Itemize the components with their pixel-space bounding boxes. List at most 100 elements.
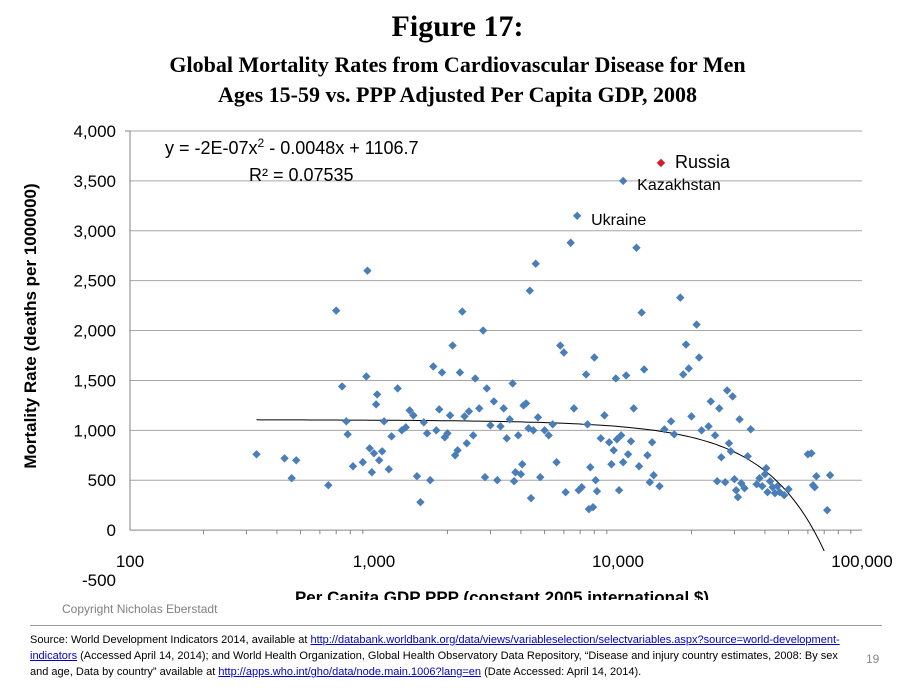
data-point — [443, 429, 452, 438]
data-point — [616, 431, 626, 440]
y-tick-label: 1,000 — [73, 421, 116, 440]
point-label: Ukraine — [591, 212, 646, 229]
data-point — [649, 471, 658, 480]
data-point — [468, 431, 478, 440]
source-note: Source: World Development Indicators 201… — [30, 632, 850, 680]
data-point — [529, 426, 538, 435]
data-point — [621, 371, 631, 380]
trendline-curve — [256, 419, 825, 552]
data-point — [643, 451, 652, 460]
y-tick-label: 3,000 — [73, 222, 116, 241]
data-point — [758, 482, 767, 491]
data-point — [525, 286, 534, 295]
data-point — [743, 452, 752, 461]
data-point — [607, 460, 616, 469]
data-point — [437, 368, 447, 377]
data-point — [583, 420, 592, 429]
data-point — [581, 370, 591, 379]
x-axis-label: Per Capita GDP PPP (constant 2005 intern… — [295, 588, 709, 600]
data-point — [371, 400, 381, 409]
data-point — [706, 397, 715, 406]
trendline — [256, 419, 825, 552]
data-point — [623, 450, 633, 459]
data-point — [401, 423, 411, 432]
data-point — [416, 497, 425, 507]
y-tick-label: -500 — [82, 571, 116, 590]
data-point — [429, 362, 438, 371]
equation-main: y = -2E-07x — [165, 138, 258, 158]
data-point — [807, 449, 816, 458]
data-point — [372, 390, 382, 399]
data-point — [508, 379, 517, 388]
data-point — [755, 474, 764, 483]
worldbank-link[interactable]: http://databank.worldbank.org/data/views… — [30, 634, 840, 662]
data-point — [482, 384, 492, 393]
data-point — [526, 493, 536, 503]
data-point — [584, 504, 594, 514]
data-point — [660, 425, 669, 434]
data-point — [724, 439, 734, 448]
data-point — [489, 397, 499, 406]
data-point — [502, 434, 511, 443]
data-point — [471, 374, 480, 383]
data-point — [629, 404, 638, 413]
data-point — [362, 372, 371, 381]
data-point — [292, 456, 301, 465]
data-point — [552, 458, 561, 467]
equation-rest: - 0.0048x + 1106.7 — [264, 138, 418, 158]
data-point — [825, 471, 835, 480]
data-point — [676, 293, 685, 302]
data-point — [634, 462, 644, 471]
data-point — [655, 482, 664, 491]
scatter-chart: Russia Kazakhstan Ukraine -500 0 500 1,000 1,5… — [21, 122, 893, 600]
data-point — [287, 474, 296, 483]
data-point — [458, 307, 467, 316]
data-point — [434, 405, 444, 414]
trendline-equation: y = -2E-07x2 - 0.0048x + 1106.7 — [165, 136, 419, 158]
y-tick-label: 3,500 — [73, 172, 116, 191]
data-point — [639, 365, 649, 374]
data-point — [735, 415, 744, 424]
data-point — [509, 477, 519, 486]
data-point — [626, 437, 636, 446]
data-point — [666, 417, 676, 426]
data-point — [343, 430, 352, 439]
data-point — [590, 353, 599, 362]
data-point — [569, 404, 579, 413]
data-point — [348, 462, 358, 471]
data-point — [419, 418, 429, 427]
data-point — [531, 259, 540, 268]
data-point — [445, 411, 455, 420]
y-tick-label: 500 — [88, 471, 116, 490]
data-point — [681, 340, 691, 349]
source-prefix: Source: World Development Indicators 201… — [30, 634, 311, 646]
data-point — [731, 486, 741, 495]
data-point — [645, 478, 655, 487]
data-point — [704, 422, 713, 431]
data-point — [337, 382, 347, 391]
data-point — [775, 487, 784, 497]
data-point — [505, 415, 514, 424]
r-squared: R² = 0.07535 — [249, 165, 354, 185]
data-point — [746, 425, 755, 434]
data-point — [516, 470, 526, 479]
data-point — [379, 417, 389, 426]
data-point — [728, 392, 737, 401]
data-point — [455, 368, 465, 377]
data-point — [600, 411, 609, 420]
data-point — [612, 435, 622, 444]
data-point — [377, 447, 387, 456]
x-tick-label: 100 — [116, 552, 144, 571]
data-point — [387, 432, 396, 441]
who-link[interactable]: http://apps.who.int/gho/data/node.main.1… — [218, 666, 482, 678]
data-point — [493, 476, 502, 485]
data-point — [521, 399, 531, 408]
tick-labels: -500 0 500 1,000 1,500 2,000 2,500 3,000 3,500 4,… — [73, 122, 892, 590]
data-point — [533, 413, 543, 422]
data-point — [726, 447, 736, 456]
data-point — [540, 426, 549, 435]
data-point — [694, 353, 704, 362]
data-point — [596, 434, 605, 443]
data-point — [611, 374, 621, 383]
data-point — [480, 473, 490, 482]
